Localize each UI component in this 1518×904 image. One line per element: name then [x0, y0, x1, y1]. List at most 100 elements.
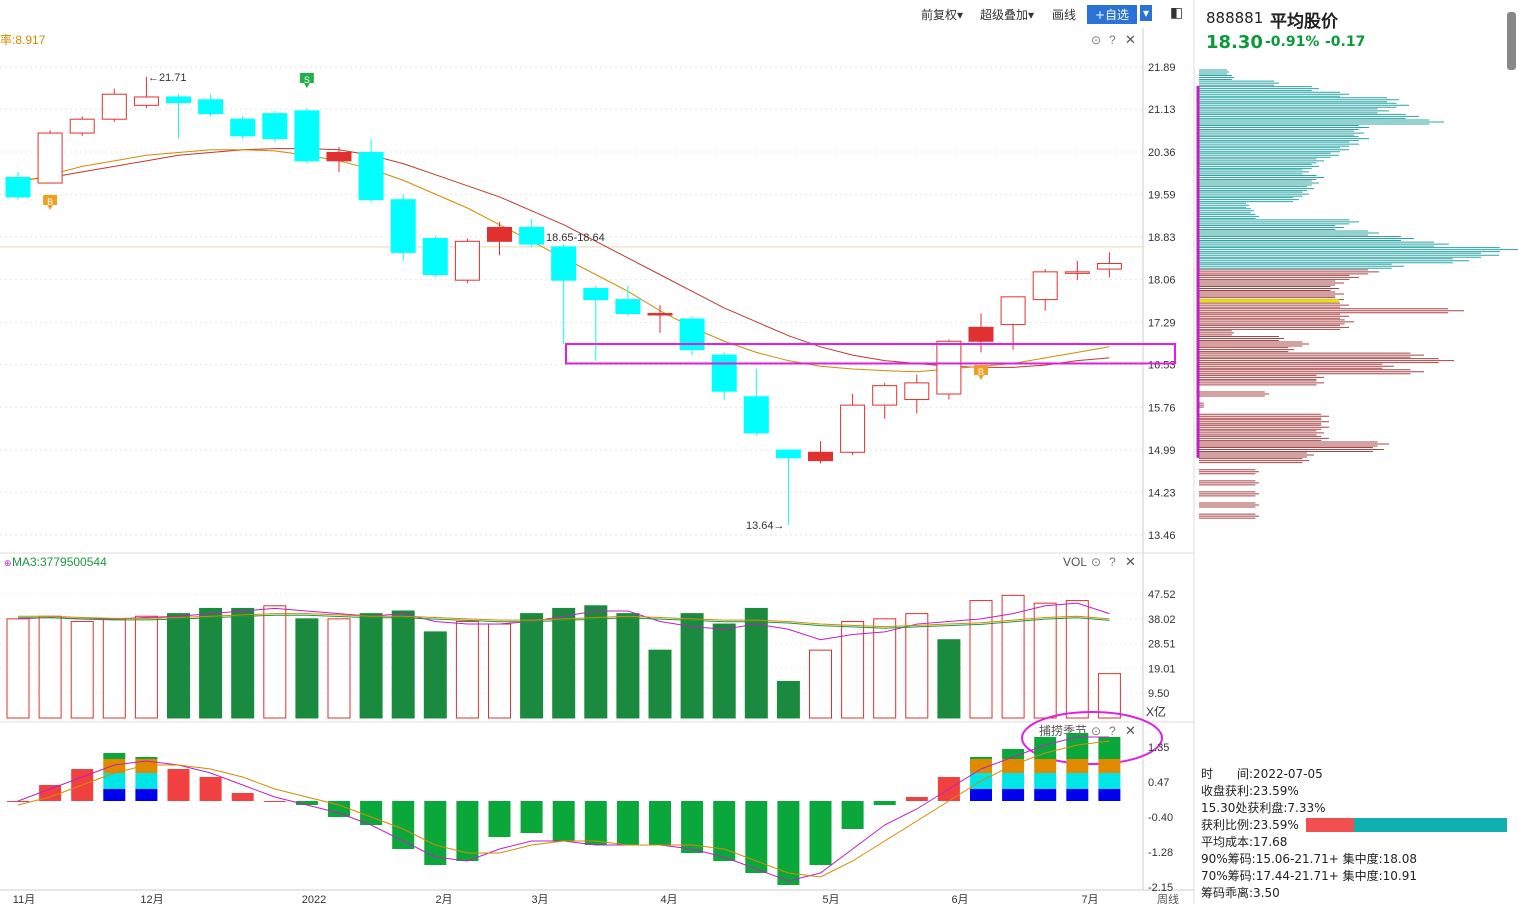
- indicator-bar-segment: [1098, 737, 1121, 759]
- indicator-bar-segment: [1066, 759, 1089, 773]
- vol-ma3-line: [18, 614, 1110, 629]
- add-watch-button[interactable]: +自选: [1087, 5, 1138, 24]
- x-tick-label: 2月: [435, 894, 452, 904]
- candle: [390, 194, 416, 261]
- indicator-bar-segment: [970, 789, 992, 801]
- volume-bar: [520, 613, 544, 719]
- indicator-bar: [809, 801, 832, 865]
- candle: [326, 146, 352, 172]
- indicator-bar: [777, 801, 800, 885]
- profit-ratio-teal: [1354, 818, 1507, 832]
- info-chip90: 90%筹码:15.06-21.71+ 集中度:18.08: [1201, 852, 1418, 866]
- price-tick-label: 15.76: [1148, 402, 1176, 414]
- highlight-box: [565, 343, 1176, 365]
- candle: [1032, 269, 1058, 311]
- volume-bar: [455, 620, 479, 719]
- candle: [840, 393, 866, 456]
- candle-body: [422, 238, 448, 276]
- candle-body: [519, 226, 545, 245]
- candle: [230, 116, 256, 139]
- candle-body: [294, 110, 320, 162]
- price-tick-label: 21.89: [1148, 62, 1176, 74]
- vol-ma1-line: [17, 602, 1110, 641]
- indicator-bar-segment: [1066, 733, 1089, 759]
- indicator-bar-segment: [1002, 749, 1025, 759]
- buy-signal-1-marker-box: [43, 195, 58, 205]
- candle-body: [711, 354, 737, 392]
- indicator-bar-segment: [970, 757, 992, 759]
- info-avg-cost: 平均成本:17.68: [1201, 835, 1288, 849]
- candle: [904, 374, 930, 414]
- period-label: 周线: [1157, 892, 1179, 904]
- candle: [262, 110, 288, 142]
- volume-bar: [616, 613, 640, 719]
- indicator-bar: [263, 801, 286, 802]
- layout-toggle-icon[interactable]: ◧: [1170, 5, 1184, 21]
- volume-bar: [295, 618, 319, 719]
- ind-tick-label: 1.35: [1148, 742, 1169, 754]
- candle: [198, 94, 224, 117]
- x-tick-label: 12月: [140, 894, 163, 904]
- candle: [1000, 296, 1026, 350]
- candle: [743, 369, 769, 436]
- add-watch-dropdown-icon[interactable]: ▾: [1140, 5, 1153, 21]
- candle-body: [615, 299, 641, 314]
- high-price-label: ←21.71: [148, 72, 187, 84]
- candle-body: [390, 199, 416, 253]
- candle: [936, 339, 962, 400]
- stock-code: 888881: [1206, 9, 1264, 27]
- candle-body: [583, 288, 609, 301]
- candle-body: [358, 151, 384, 201]
- vol-panel-help-icon: ?: [1109, 555, 1116, 569]
- volume-bar: [712, 623, 736, 719]
- draw-line-button[interactable]: 画线: [1052, 8, 1077, 22]
- volume-bar: [231, 607, 255, 719]
- volume-bar: [841, 620, 865, 719]
- indicator-bar-segment: [103, 759, 126, 773]
- indicator-bar-segment: [103, 753, 126, 759]
- candle-body: [262, 113, 288, 140]
- candle: [679, 316, 705, 356]
- stock-name: 平均股价: [1270, 12, 1338, 32]
- price-panel-close-icon: ✕: [1125, 32, 1136, 47]
- indicator-bar: [488, 801, 511, 837]
- candle: [422, 235, 448, 278]
- candle: [968, 313, 994, 353]
- restore-rights-menu[interactable]: 前复权▾: [921, 8, 964, 22]
- volume-bar: [937, 639, 961, 719]
- super-overlay-menu[interactable]: 超级叠加▾: [980, 8, 1035, 22]
- indicator-bar-segment: [1066, 773, 1089, 789]
- candle-body: [808, 451, 833, 462]
- indicator-bar: [745, 801, 768, 873]
- x-tick-label: 7月: [1081, 894, 1098, 904]
- candle-body: [968, 326, 994, 342]
- price-tick-label: 14.99: [1148, 445, 1176, 457]
- price-tick-label: 13.46: [1148, 530, 1176, 542]
- indicator-bar: [552, 801, 575, 841]
- volume-bar: [134, 615, 158, 719]
- info-chip70: 70%筹码:17.44-21.71+ 集中度:10.91: [1201, 869, 1418, 883]
- volume-bar: [38, 615, 62, 719]
- volume-bar: [905, 613, 929, 719]
- indicator-bar: [360, 801, 383, 825]
- vol-tick-label: 19.01: [1148, 663, 1176, 675]
- candle-body: [69, 118, 95, 134]
- candle-body: [5, 176, 31, 198]
- candle-body: [133, 96, 159, 106]
- volume-bar: [1097, 673, 1121, 719]
- x-tick-label: 6月: [951, 894, 968, 904]
- indicator-bar-segment: [135, 789, 158, 801]
- vol-panel-close-icon: ✕: [1125, 554, 1136, 569]
- indicator-bar-segment: [1002, 773, 1025, 789]
- candle-body: [230, 118, 256, 137]
- price-tick-label: 14.23: [1148, 487, 1176, 499]
- candle: [166, 94, 191, 139]
- ind-title-highlight: [1021, 711, 1163, 765]
- candle: [358, 138, 384, 203]
- volume-bar: [167, 613, 190, 719]
- indicator-bar-segment: [1034, 737, 1057, 759]
- volume-bar: [359, 613, 383, 719]
- indicator-bar-segment: [103, 773, 126, 789]
- volume-bar: [873, 618, 897, 719]
- candle: [1064, 260, 1090, 281]
